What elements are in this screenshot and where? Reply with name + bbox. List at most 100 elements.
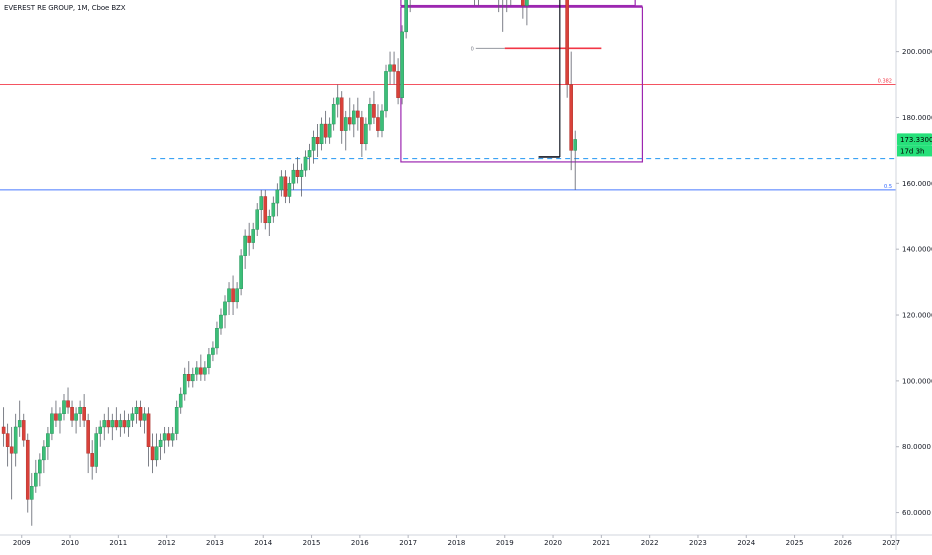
candle-body	[235, 288, 239, 303]
fib-inner-label: 0	[471, 46, 474, 52]
candle-body	[50, 413, 54, 434]
candle-body	[343, 117, 348, 131]
candle-body	[21, 420, 26, 441]
candle-body	[134, 407, 139, 414]
price-tick-label: 180.0000	[902, 114, 932, 122]
time-tick-label: 2016	[351, 539, 369, 547]
candle-body	[360, 117, 364, 145]
candle-body	[243, 235, 247, 256]
candle-body	[259, 196, 264, 210]
candle-body	[295, 169, 300, 177]
candle-body	[267, 216, 272, 224]
candle-body	[46, 433, 50, 447]
time-tick-label: 2014	[254, 539, 272, 547]
candle-body	[195, 367, 199, 375]
candle-body	[130, 413, 135, 421]
candle-body	[400, 31, 404, 98]
candle-body	[94, 433, 99, 467]
time-tick-label: 2019	[496, 539, 514, 547]
candle-body	[347, 117, 352, 125]
candle-body	[54, 413, 58, 421]
candle-body	[5, 433, 10, 447]
candle-body	[199, 367, 203, 375]
candle-body	[211, 347, 215, 355]
candle-body	[307, 150, 312, 158]
candle-body	[13, 426, 18, 454]
candle-body	[335, 97, 340, 105]
time-tick-label: 2017	[399, 539, 417, 547]
candle-body	[58, 413, 62, 421]
time-tick-label: 2011	[109, 539, 127, 547]
candle-body	[38, 459, 42, 474]
candle-body	[368, 104, 372, 125]
candle-body	[287, 183, 292, 197]
candle-body	[166, 433, 171, 441]
last-price-tag	[897, 133, 932, 146]
candle-body	[78, 407, 82, 414]
time-tick-label: 2026	[834, 539, 852, 547]
drawing-overlay[interactable]: 1.27201	[151, 0, 896, 163]
candle-body	[154, 446, 159, 461]
candle-body	[339, 97, 344, 131]
candle-body	[315, 137, 320, 145]
candle-body	[207, 354, 211, 368]
candle-body	[311, 137, 316, 151]
time-tick-label: 2027	[882, 539, 900, 547]
candle-body	[279, 176, 284, 191]
candle-body	[86, 420, 90, 454]
time-tick-label: 2021	[592, 539, 610, 547]
candle-body	[352, 110, 356, 125]
time-tick-label: 2023	[689, 539, 707, 547]
fib-level-label: 0.382	[878, 79, 892, 85]
candle-body	[521, 0, 525, 6]
time-tick-label: 2025	[786, 539, 804, 547]
candle-body	[62, 400, 66, 415]
candle-body	[223, 301, 227, 316]
candle-body	[356, 110, 360, 118]
candle-body	[98, 426, 103, 434]
candle-body	[251, 229, 255, 243]
candle-body	[573, 139, 577, 151]
candle-body	[142, 413, 147, 421]
candle-body	[299, 169, 304, 177]
time-tick-label: 2009	[13, 539, 31, 547]
candle-body	[126, 420, 131, 428]
candle-body	[118, 420, 123, 428]
candle-body	[263, 196, 268, 224]
time-tick-label: 2020	[544, 539, 562, 547]
price-tick-label: 80.0000	[902, 443, 931, 451]
candle-body	[122, 420, 127, 428]
candle-body	[150, 446, 155, 461]
candle-body	[110, 420, 115, 428]
candle-body	[82, 407, 86, 421]
symbol-title: EVEREST RE GROUP, 1M, Cboe BZX	[4, 4, 126, 12]
time-tick-label: 2022	[641, 539, 659, 547]
price-tick-label: 100.0000	[902, 377, 932, 385]
candle-body	[9, 446, 14, 454]
candle-body	[34, 472, 38, 487]
candle-body	[404, 0, 408, 33]
candle-body	[1, 426, 6, 434]
candle-body	[569, 84, 573, 151]
countdown-label: 17d 3h	[900, 147, 924, 155]
candle-body	[203, 367, 207, 375]
candle-body	[271, 202, 276, 217]
candle-body	[70, 407, 74, 421]
candle-body	[90, 453, 94, 467]
fib-level-label: 0.5	[884, 184, 892, 190]
candle-body	[178, 393, 183, 408]
candle-body	[388, 64, 392, 72]
candle-body	[138, 407, 143, 421]
candles-layer	[1, 0, 577, 526]
candle-body	[174, 407, 179, 434]
candle-body	[392, 64, 396, 72]
candle-body	[42, 446, 46, 461]
candle-body	[114, 420, 119, 428]
candle-body	[182, 374, 187, 395]
candle-body	[186, 374, 191, 382]
time-tick-label: 2012	[158, 539, 176, 547]
candle-body	[331, 104, 336, 125]
last-price-label: 173.3300	[900, 136, 932, 144]
